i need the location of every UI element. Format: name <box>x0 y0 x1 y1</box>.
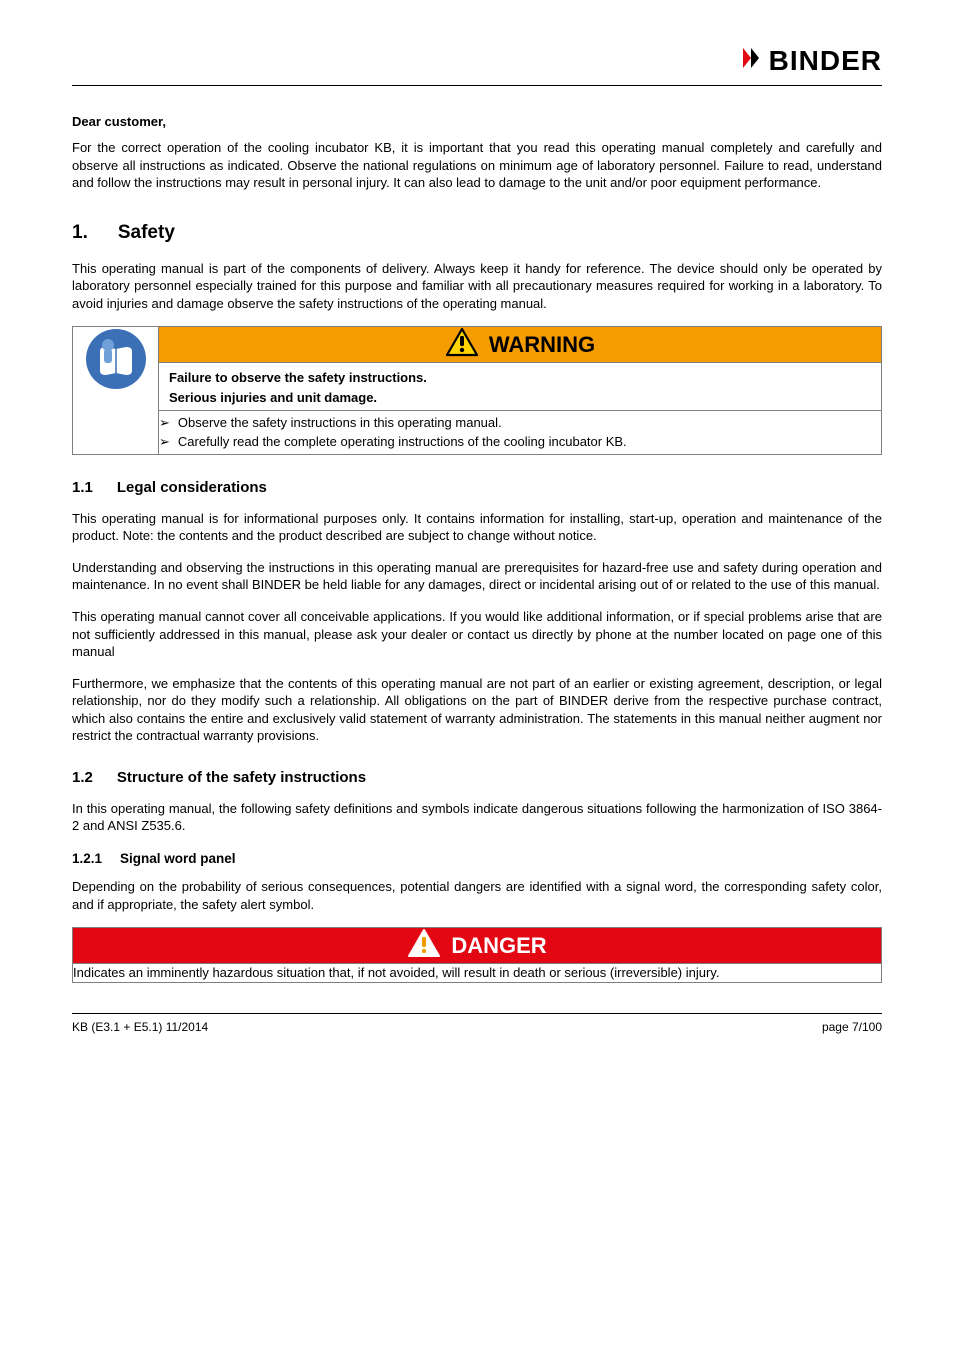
section-1-2-1-p1: Depending on the probability of serious … <box>72 878 882 913</box>
section-1-1-p2: Understanding and observing the instruct… <box>72 559 882 594</box>
warning-callout: WARNING Failure to observe the safety in… <box>72 326 882 455</box>
section-1-2-heading: 1.2 Structure of the safety instructions <box>72 769 882 786</box>
warning-bullet: ➢ Observe the safety instructions in thi… <box>159 415 881 431</box>
manual-icon <box>84 378 148 395</box>
section-1-1-heading: 1.1 Legal considerations <box>72 479 882 496</box>
warning-sub2: Serious injuries and unit damage. <box>159 389 881 409</box>
logo-chevrons-icon <box>741 44 765 77</box>
section-1-1-p3: This operating manual cannot cover all c… <box>72 608 882 661</box>
section-1-1-p1: This operating manual is for information… <box>72 510 882 545</box>
section-1-heading: 1. Safety <box>72 222 882 244</box>
brand-name: BINDER <box>769 45 882 77</box>
footer-right: page 7/100 <box>822 1020 882 1034</box>
header-rule <box>72 85 882 86</box>
warning-icon-cell <box>73 327 159 455</box>
section-title: Structure of the safety instructions <box>117 769 366 786</box>
section-number: 1.2.1 <box>72 851 102 866</box>
footer: KB (E3.1 + E5.1) 11/2014 page 7/100 <box>72 1020 882 1034</box>
section-number: 1.1 <box>72 479 93 496</box>
danger-callout: DANGER Indicates an imminently hazardous… <box>72 927 882 983</box>
bullet-marker-icon: ➢ <box>159 415 170 431</box>
danger-label: DANGER <box>451 933 546 959</box>
salutation: Dear customer, <box>72 114 882 129</box>
section-title: Safety <box>118 222 175 244</box>
bullet-marker-icon: ➢ <box>159 434 170 450</box>
warning-triangle-icon <box>445 327 479 362</box>
section-1-2-p1: In this operating manual, the following … <box>72 800 882 835</box>
warning-sub1: Failure to observe the safety instructio… <box>159 363 881 389</box>
section-number: 1.2 <box>72 769 93 786</box>
section-title: Signal word panel <box>120 851 236 866</box>
danger-triangle-icon <box>407 928 441 963</box>
section-number: 1. <box>72 222 88 244</box>
footer-rule <box>72 1013 882 1014</box>
warning-bullet-text: Carefully read the complete operating in… <box>178 434 627 449</box>
warning-subhead-cell: Failure to observe the safety instructio… <box>159 363 882 410</box>
section-1-2-1-heading: 1.2.1 Signal word panel <box>72 851 882 866</box>
section-1-1-p4: Furthermore, we emphasize that the conte… <box>72 675 882 745</box>
header: BINDER <box>72 44 882 77</box>
section-title: Legal considerations <box>117 479 267 496</box>
danger-body: Indicates an imminently hazardous situat… <box>73 964 882 983</box>
warning-banner: WARNING <box>159 327 882 363</box>
section-1-paragraph: This operating manual is part of the com… <box>72 260 882 313</box>
intro-paragraph: For the correct operation of the cooling… <box>72 139 882 192</box>
warning-label: WARNING <box>489 332 595 358</box>
warning-bullet-text: Observe the safety instructions in this … <box>178 415 502 430</box>
danger-banner: DANGER <box>73 928 882 964</box>
brand-logo: BINDER <box>741 44 882 77</box>
warning-body-cell: ➢ Observe the safety instructions in thi… <box>159 410 882 454</box>
footer-left: KB (E3.1 + E5.1) 11/2014 <box>72 1020 208 1034</box>
warning-bullet: ➢ Carefully read the complete operating … <box>159 434 881 450</box>
